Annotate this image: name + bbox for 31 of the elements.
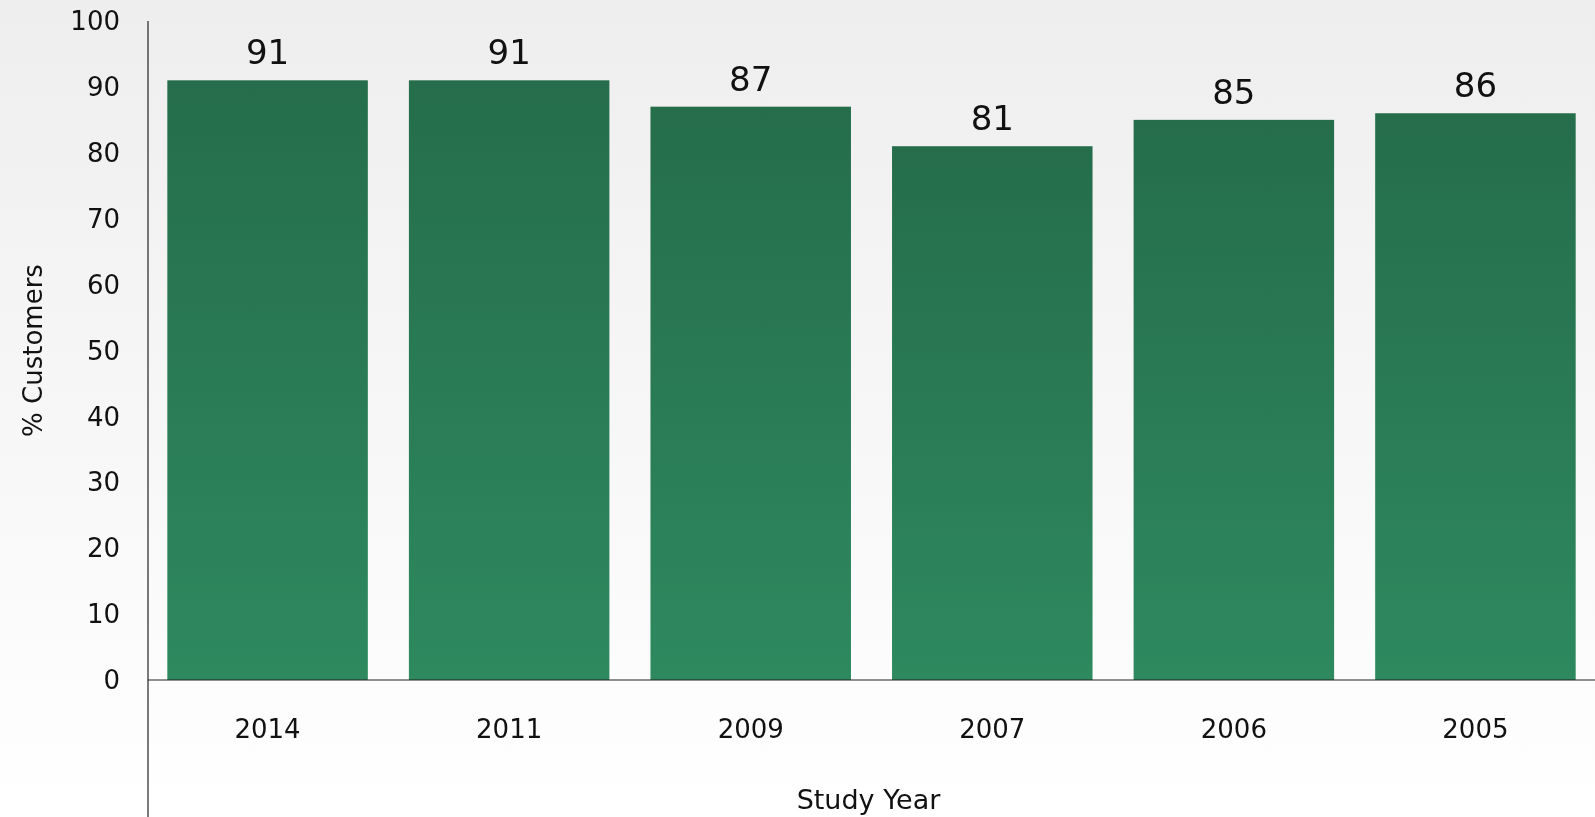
data-label: 85 bbox=[1212, 71, 1256, 112]
y-tick-label: 90 bbox=[86, 72, 120, 102]
bar bbox=[650, 106, 851, 680]
x-tick-label: 2007 bbox=[959, 714, 1026, 744]
data-label: 91 bbox=[487, 32, 531, 73]
bar bbox=[167, 80, 368, 680]
bar bbox=[1375, 113, 1576, 680]
x-tick-label: 2005 bbox=[1442, 714, 1509, 744]
bar bbox=[408, 80, 610, 680]
y-tick-label: 60 bbox=[86, 269, 120, 300]
data-label: 91 bbox=[245, 32, 290, 73]
x-tick-label: 2009 bbox=[717, 714, 784, 744]
data-label: 87 bbox=[729, 58, 773, 99]
y-tick-label: 80 bbox=[86, 137, 120, 168]
y-tick-label: 0 bbox=[103, 665, 120, 696]
y-tick-label: 40 bbox=[86, 401, 120, 432]
data-label: 86 bbox=[1453, 65, 1498, 106]
y-tick-label: 100 bbox=[70, 6, 120, 37]
x-axis-title: Study Year bbox=[796, 784, 942, 815]
bar bbox=[1133, 119, 1335, 680]
x-tick-label: 2006 bbox=[1200, 714, 1267, 744]
x-tick-label: 2014 bbox=[234, 714, 301, 744]
y-tick-label: 70 bbox=[86, 203, 120, 234]
y-tick-label: 20 bbox=[86, 533, 120, 564]
x-tick-label: 2011 bbox=[476, 714, 543, 744]
y-tick-label: 50 bbox=[86, 335, 120, 366]
y-tick-label: 10 bbox=[86, 599, 120, 630]
y-axis-title: % Customers bbox=[18, 264, 48, 437]
data-label: 81 bbox=[970, 98, 1014, 139]
bar bbox=[892, 146, 1093, 680]
y-tick-label: 30 bbox=[86, 467, 120, 498]
